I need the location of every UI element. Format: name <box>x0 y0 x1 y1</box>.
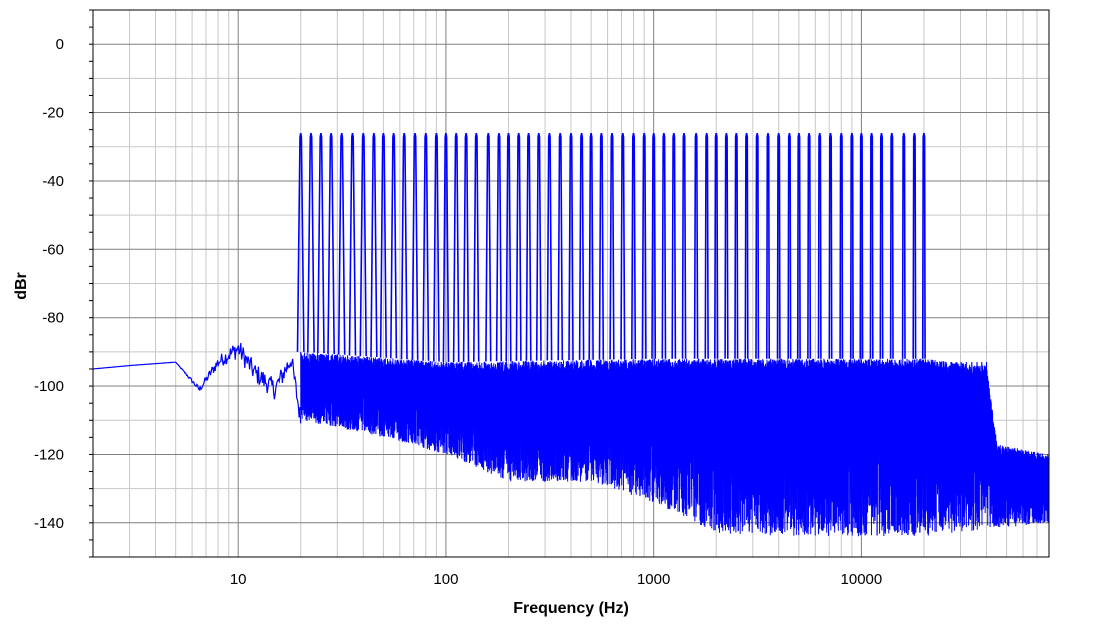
tone-spike <box>714 132 719 359</box>
tone-spike <box>609 132 615 360</box>
y-tick-label: -40 <box>42 173 64 190</box>
x-axis-label: Frequency (Hz) <box>513 600 629 617</box>
tone-spike <box>390 132 398 359</box>
tone-spike <box>744 132 749 359</box>
plot-frame <box>92 9 1050 558</box>
y-tick-label: -140 <box>34 515 64 532</box>
tone-spike <box>422 132 430 361</box>
tone-spike <box>588 132 594 360</box>
tone-spike <box>525 132 532 361</box>
tone-spike <box>442 132 450 363</box>
tone-spike <box>557 132 564 361</box>
noise-band-trace <box>300 351 1050 537</box>
tone-spike <box>766 132 770 359</box>
tone-spike <box>869 132 874 359</box>
tone-spike <box>631 132 637 360</box>
x-tick-labels: 10 100 1000 10000 <box>230 571 882 588</box>
tone-spike <box>755 132 760 359</box>
tone-spike <box>473 132 480 362</box>
tone-spike <box>681 132 687 359</box>
tone-spike <box>734 132 739 359</box>
tone-spike <box>400 132 408 360</box>
x-tick-label: 10 <box>230 571 247 588</box>
y-axis-label: dBr <box>13 272 30 300</box>
tone-spike <box>505 132 512 362</box>
tone-spike <box>859 132 864 359</box>
tone-spike <box>495 132 503 362</box>
y-tick-label: -100 <box>34 378 64 395</box>
tone-spike <box>337 132 346 355</box>
tone-spike <box>839 132 844 359</box>
tone-spikes <box>296 132 926 363</box>
y-tick-labels: 0 -20 -40 -60 -80 -100 -120 -140 <box>34 36 64 532</box>
tone-spike <box>535 132 542 361</box>
tone-spike <box>817 132 822 359</box>
tone-spike <box>296 132 305 352</box>
tone-spike <box>796 132 801 359</box>
low-frequency-trace <box>92 342 302 424</box>
tone-spike <box>704 132 709 359</box>
y-tick-label: -120 <box>34 446 64 463</box>
noise-band <box>92 342 1050 537</box>
tone-spike <box>370 132 378 358</box>
tone-spike <box>359 132 367 357</box>
tone-spike <box>921 132 926 359</box>
x-tick-label: 10000 <box>841 571 883 588</box>
tone-spike <box>348 132 357 356</box>
tone-spike <box>693 132 699 359</box>
tone-spike <box>515 132 522 361</box>
tone-spike <box>433 132 440 362</box>
tone-spike <box>889 132 894 359</box>
tone-spike <box>485 132 492 362</box>
tone-spike <box>671 132 677 359</box>
y-tick-label: -60 <box>42 241 64 258</box>
tone-spike <box>598 132 605 360</box>
tone-spike <box>568 132 574 361</box>
tone-spike <box>462 132 470 362</box>
tone-spike <box>546 132 553 361</box>
tone-spike <box>912 132 917 359</box>
tone-spike <box>327 132 335 355</box>
tone-spike <box>776 132 781 359</box>
tone-spike <box>317 132 325 354</box>
x-tick-label: 100 <box>433 571 458 588</box>
tone-spike <box>661 132 667 359</box>
tone-spike <box>879 132 884 359</box>
tone-spike <box>828 132 833 359</box>
tone-spike <box>620 132 626 360</box>
y-tick-label: -20 <box>42 105 64 122</box>
tone-spike <box>807 132 812 359</box>
x-tick-label: 1000 <box>637 571 670 588</box>
y-tick-label: 0 <box>56 36 64 53</box>
tone-spike <box>578 132 585 360</box>
y-tick-label: -80 <box>42 310 64 327</box>
tone-spike <box>379 132 387 358</box>
tone-spike <box>901 132 906 359</box>
tone-spike <box>411 132 419 360</box>
tone-spike <box>307 132 315 353</box>
tone-spike <box>849 132 854 359</box>
tone-spike <box>641 132 647 359</box>
tone-spike <box>651 132 657 359</box>
tone-spike <box>724 132 729 359</box>
tone-spike <box>452 132 460 363</box>
tone-spike <box>787 132 792 359</box>
